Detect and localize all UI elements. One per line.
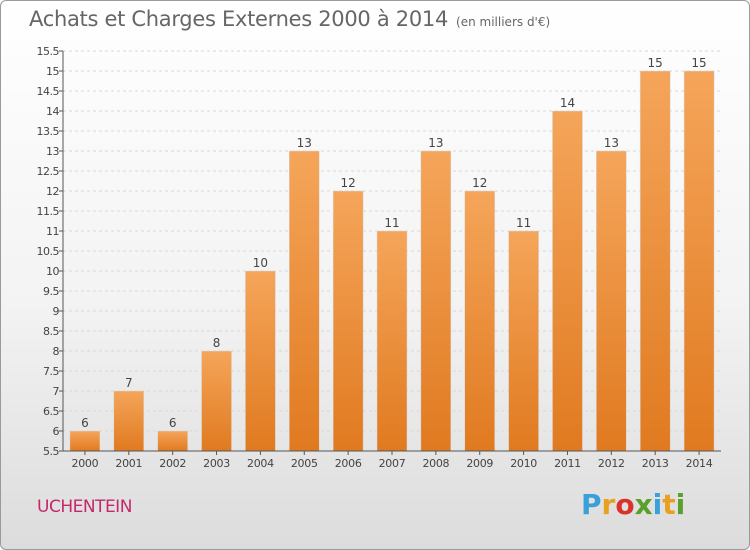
data-label: 13 [428, 136, 443, 150]
chart-subtitle: (en milliers d'€) [456, 15, 551, 29]
y-tick-label: 14.5 [37, 85, 60, 98]
y-tick-label: 7.5 [43, 365, 59, 378]
bar-2002 [157, 430, 188, 452]
y-tick-label: 9.5 [43, 285, 59, 298]
logo-letter: t [662, 488, 676, 521]
data-label: 12 [340, 176, 355, 190]
bar-2000 [69, 430, 101, 452]
bar-2007 [376, 230, 408, 452]
bar-2013 [639, 70, 671, 452]
bar-2012 [596, 150, 627, 452]
x-tick-label: 2008 [422, 457, 449, 470]
data-label: 6 [81, 416, 89, 430]
data-label: 10 [253, 256, 268, 270]
y-tick-label: 8 [53, 345, 60, 358]
chart-title: Achats et Charges Externes 2000 à 2014 (e… [29, 7, 550, 31]
y-tick-label: 5.5 [43, 445, 59, 458]
y-tick-label: 13 [46, 145, 59, 158]
data-label: 14 [560, 96, 575, 110]
data-label: 15 [691, 56, 706, 70]
x-tick-label: 2003 [203, 457, 230, 470]
data-label: 11 [516, 216, 531, 230]
bar-2010 [508, 230, 539, 452]
data-label: 8 [213, 336, 221, 350]
y-tick-label: 15.5 [37, 45, 60, 58]
x-tick-label: 2010 [510, 457, 537, 470]
data-label: 11 [384, 216, 399, 230]
data-label: 13 [297, 136, 312, 150]
x-tick-label: 2013 [642, 457, 669, 470]
y-tick-label: 6.5 [43, 405, 59, 418]
y-tick-label: 7 [53, 385, 60, 398]
x-tick-label: 2007 [379, 457, 406, 470]
bar-2011 [552, 110, 583, 452]
data-label: 15 [648, 56, 663, 70]
y-tick-label: 9 [53, 305, 60, 318]
x-tick-label: 2001 [115, 457, 142, 470]
y-tick-label: 8.5 [43, 325, 59, 338]
bar-2005 [289, 150, 320, 452]
x-tick-label: 2004 [247, 457, 274, 470]
proxiti-logo: Proxiti [581, 488, 685, 521]
axes: 5.5 6 6.5 7 7.5 8 8.5 9 9.5 10 10.5 11 11.5 12 12.5 13 1… [37, 45, 721, 470]
y-tick-label: 11 [46, 225, 59, 238]
logo-letter: P [581, 488, 602, 521]
bar-2003 [201, 350, 232, 452]
chart-title-text: Achats et Charges Externes 2000 à 2014 [29, 7, 449, 31]
logo-letter: r [601, 488, 616, 521]
bar-2014 [683, 70, 715, 452]
y-tick-label: 12.5 [37, 165, 60, 178]
x-tick-label: 2014 [686, 457, 713, 470]
bar-2004 [245, 270, 276, 452]
y-tick-label: 11.5 [37, 205, 60, 218]
x-tick-label: 2012 [598, 457, 625, 470]
commune-name: UCHENTEIN [37, 497, 132, 517]
bar-2008 [420, 150, 452, 452]
logo-letter: i [652, 488, 663, 521]
y-tick-label: 6 [53, 425, 60, 438]
x-tick-label: 2002 [159, 457, 186, 470]
data-label: 13 [604, 136, 619, 150]
x-tick-label: 2011 [554, 457, 581, 470]
y-tick-label: 10 [46, 265, 59, 278]
y-tick-label: 14 [46, 105, 59, 118]
x-tick-label: 2009 [466, 457, 493, 470]
y-tick-label: 10.5 [37, 245, 60, 258]
x-tick-label: 2005 [291, 457, 318, 470]
logo-letter: o [615, 488, 635, 521]
x-tick-label: 2006 [335, 457, 362, 470]
y-tick-label: 15 [46, 65, 59, 78]
x-tick-label: 2000 [72, 457, 99, 470]
bars: 6 7 6 8 10 13 12 11 13 12 11 14 13 15 15 [69, 56, 715, 452]
bar-2001 [113, 390, 145, 452]
y-tick-label: 13.5 [37, 125, 60, 138]
logo-letter: x [634, 488, 653, 521]
bar-2009 [464, 190, 495, 452]
y-tick-label: 12 [46, 185, 59, 198]
data-label: 12 [472, 176, 487, 190]
data-label: 7 [125, 376, 133, 390]
bar-2006 [332, 190, 364, 452]
logo-letter: i [675, 488, 686, 521]
data-label: 6 [169, 416, 177, 430]
